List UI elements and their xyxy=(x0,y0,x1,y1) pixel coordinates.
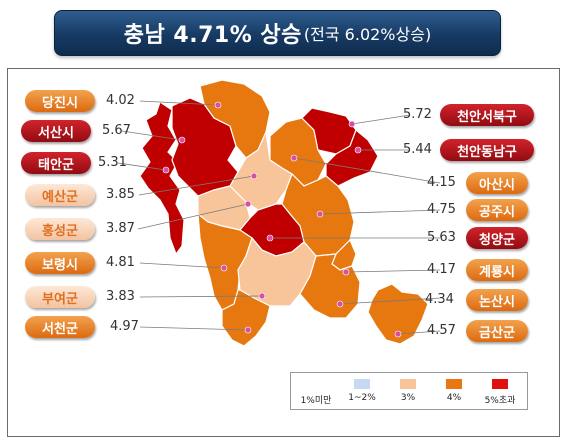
legend-label: 1~2% xyxy=(348,393,376,403)
value-nonsan: 4.34 xyxy=(425,292,454,307)
label-nonsan: 논산시 xyxy=(466,289,528,311)
legend-item: 4% xyxy=(431,377,477,403)
value-hongseong: 3.87 xyxy=(106,221,135,236)
value-buyeo: 3.83 xyxy=(106,289,135,304)
title-banner: 충남 4.71% 상승 (전국 6.02%상승) xyxy=(54,10,501,56)
legend-item: 3% xyxy=(385,377,431,403)
region-taean xyxy=(139,101,185,256)
label-geumsan: 금산군 xyxy=(466,320,528,342)
label-cheongyang: 청양군 xyxy=(466,227,528,249)
region-seocheon xyxy=(221,289,271,347)
page-subtitle: (전국 6.02%상승) xyxy=(303,25,432,44)
value-gongju: 4.75 xyxy=(427,202,456,217)
legend-item: 1%미만 xyxy=(293,377,339,406)
value-gyeryong: 4.17 xyxy=(427,262,456,277)
map-legend: 1%미만 1~2% 3% 4% 5%초과 xyxy=(290,372,528,410)
value-seosan: 5.67 xyxy=(102,123,131,138)
region-geumsan xyxy=(367,283,429,345)
value-yesan: 3.85 xyxy=(106,187,135,202)
legend-label: 5%초과 xyxy=(484,396,516,406)
legend-item: 1~2% xyxy=(339,377,385,403)
label-buyeo: 부여군 xyxy=(25,286,95,308)
region-markers xyxy=(162,101,402,338)
legend-swatch xyxy=(492,379,508,389)
label-seosan: 서산시 xyxy=(21,120,91,142)
label-boryeong: 보령시 xyxy=(25,252,95,274)
legend-item: 5%초과 xyxy=(477,377,523,406)
value-asan: 4.15 xyxy=(427,175,456,190)
value-seocheon: 4.97 xyxy=(110,319,139,334)
value-cheonan-seobuk: 5.72 xyxy=(403,107,432,122)
label-gyeryong: 계룡시 xyxy=(466,259,528,281)
label-cheonan-seobuk: 천안서북구 xyxy=(440,104,534,126)
value-boryeong: 4.81 xyxy=(106,255,135,270)
legend-label: 4% xyxy=(446,393,462,403)
label-hongseong: 홍성군 xyxy=(25,218,95,240)
label-yesan: 예산군 xyxy=(25,184,95,206)
label-seocheon: 서천군 xyxy=(25,316,95,338)
legend-swatch xyxy=(354,379,370,389)
leader-lines xyxy=(117,100,441,335)
legend-label: 3% xyxy=(400,393,416,403)
legend-label: 1%미만 xyxy=(300,396,332,406)
page-title: 충남 4.71% 상승 xyxy=(123,23,302,48)
legend-swatch xyxy=(446,379,462,389)
value-geumsan: 4.57 xyxy=(427,323,456,338)
value-cheongyang: 5.63 xyxy=(427,230,456,245)
value-dangjin: 4.02 xyxy=(106,93,135,108)
value-cheonan-dongnam: 5.44 xyxy=(403,142,432,157)
value-taean: 5.31 xyxy=(98,155,127,170)
label-dangjin: 당진시 xyxy=(25,90,95,112)
label-taean: 태안군 xyxy=(21,152,91,174)
legend-swatch xyxy=(400,379,416,389)
label-cheonan-dongnam: 천안동남구 xyxy=(440,139,534,161)
legend-swatch xyxy=(308,379,324,389)
label-gongju: 공주시 xyxy=(466,199,528,221)
label-asan: 아산시 xyxy=(466,172,528,194)
region-cheonan-dongnam xyxy=(325,128,379,187)
